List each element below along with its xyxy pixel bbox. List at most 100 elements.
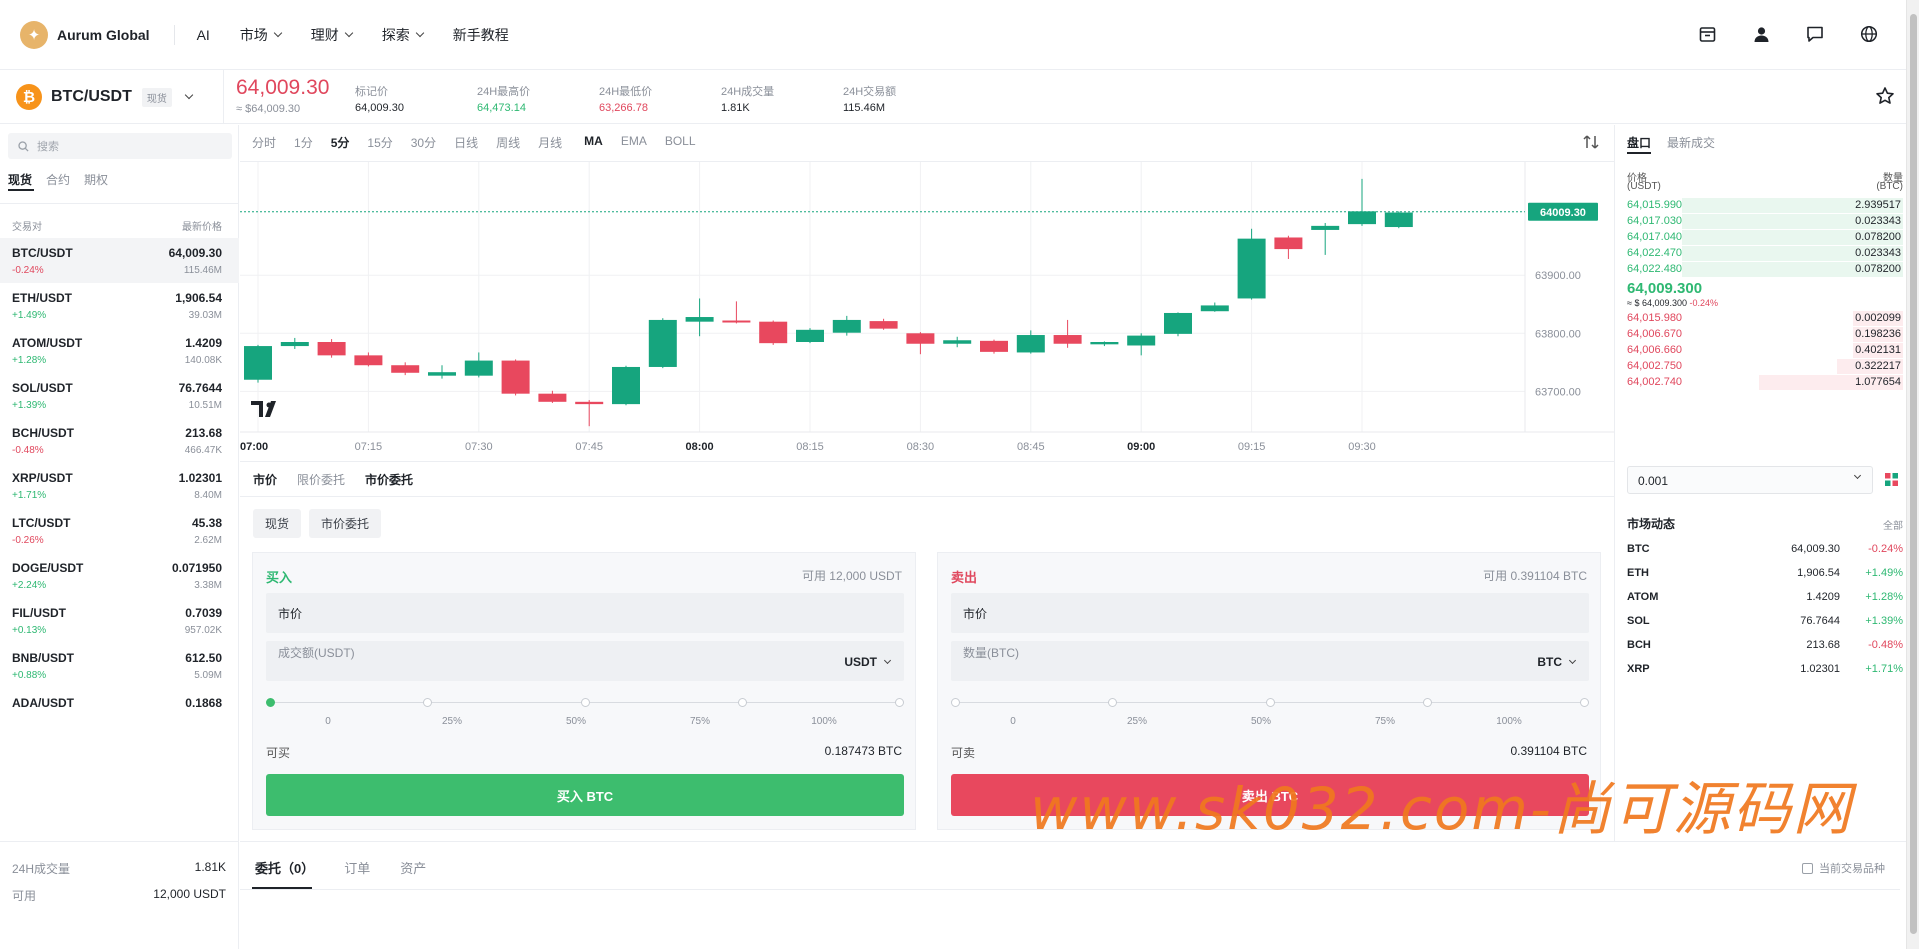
sell-amount-input[interactable]: 数量(BTC) BTC	[951, 641, 1589, 681]
interval-tab[interactable]: 日线	[454, 136, 479, 150]
market-feed-item[interactable]: SOL 76.7644 +1.39%	[1627, 615, 1903, 633]
buy-percent-slider[interactable]	[266, 697, 904, 707]
list-item[interactable]: BTC/USDT 64,009.30 -0.24% 115.46M	[0, 238, 239, 283]
list-item[interactable]: SOL/USDT 76.7644 +1.39% 10.51M	[0, 373, 239, 418]
orderbook-tab[interactable]: 最新成交	[1667, 136, 1716, 150]
buy-order-type-field[interactable]: 市价	[266, 593, 904, 633]
interval-tab[interactable]: 30分	[410, 136, 437, 150]
orderbook-row[interactable]: 64,015.980 0.002099	[1627, 311, 1903, 327]
page-scrollbar[interactable]	[1906, 0, 1919, 949]
market-change: +0.88%	[12, 670, 47, 681]
list-item[interactable]: ETH/USDT 1,906.54 +1.49% 39.03M	[0, 283, 239, 328]
interval-tab[interactable]: 1分	[294, 136, 313, 150]
sort-arrows-icon[interactable]	[1582, 133, 1600, 154]
market-feed-all-link[interactable]: 全部	[1883, 521, 1903, 532]
sell-percent-slider[interactable]	[951, 697, 1589, 707]
sell-order-type-field[interactable]: 市价	[951, 593, 1589, 633]
list-header: 交易对 最新价格	[0, 203, 239, 233]
orders-tab[interactable]: 资产	[400, 861, 427, 876]
orderbook-row[interactable]: 64,022.480 0.078200	[1627, 262, 1903, 278]
interval-tab[interactable]: 周线	[496, 136, 521, 150]
slider-stop[interactable]	[1265, 698, 1275, 707]
slider-stop[interactable]	[1580, 698, 1589, 707]
orderbook-row[interactable]: 64,006.670 0.198236	[1627, 327, 1903, 343]
list-item[interactable]: XRP/USDT 1.02301 +1.71% 8.40M	[0, 463, 239, 508]
slider-stop[interactable]	[423, 698, 433, 707]
market-feed-item[interactable]: ETH 1,906.54 +1.49%	[1627, 567, 1903, 585]
nav-item-2[interactable]: 理财	[311, 25, 354, 45]
interval-tab[interactable]: 分时	[252, 136, 277, 150]
indicator-tab[interactable]: EMA	[620, 134, 647, 148]
search-input[interactable]: 搜索	[8, 133, 232, 159]
globe-icon[interactable]	[1857, 22, 1881, 46]
list-item[interactable]: BCH/USDT 213.68 -0.48% 466.47K	[0, 418, 239, 463]
slider-stop[interactable]	[266, 698, 275, 707]
orderbook-row[interactable]: 64,017.040 0.078200	[1627, 230, 1903, 246]
market-feed-item[interactable]: XRP 1.02301 +1.71%	[1627, 663, 1903, 681]
orderbook-row[interactable]: 64,022.470 0.023343	[1627, 246, 1903, 262]
interval-tab[interactable]: 15分	[367, 136, 393, 150]
market-feed-item[interactable]: BTC 64,009.30 -0.24%	[1627, 543, 1903, 561]
user-icon[interactable]	[1749, 22, 1773, 46]
list-item[interactable]: LTC/USDT 45.38 -0.26% 2.62M	[0, 508, 239, 553]
interval-tab[interactable]: 5分	[330, 136, 350, 150]
market-feed-item[interactable]: BCH 213.68 -0.48%	[1627, 639, 1903, 657]
market-symbol: ADA/USDT	[12, 696, 74, 710]
sell-button[interactable]: 卖出 BTC	[951, 774, 1589, 816]
nav-item-1[interactable]: 市场	[240, 25, 283, 45]
wallet-icon[interactable]	[1695, 22, 1719, 46]
message-icon[interactable]	[1803, 22, 1827, 46]
candlestick-chart[interactable]: 63700.00 63800.00 63900.00 07:00 07:15 07:30 0…	[240, 161, 1614, 461]
order-type-tab[interactable]: 限价委托	[297, 472, 346, 487]
ticker-bar: ₿ BTC/USDT 现货 64,009.30 ≈ $64,009.30 标记价…	[0, 70, 1919, 124]
market-tab[interactable]: 期权	[84, 173, 109, 187]
buy-currency-select[interactable]: USDT	[844, 655, 892, 669]
order-type-tab[interactable]: 市价	[253, 472, 278, 487]
list-item[interactable]: DOGE/USDT 0.071950 +2.24% 3.38M	[0, 553, 239, 598]
market-feed-item[interactable]: ATOM 1.4209 +1.28%	[1627, 591, 1903, 609]
orderbook-tab[interactable]: 盘口	[1627, 136, 1652, 150]
precision-select[interactable]: 0.001	[1627, 466, 1873, 494]
list-item[interactable]: ADA/USDT 0.1868	[0, 688, 239, 733]
scrollbar-thumb[interactable]	[1910, 14, 1917, 934]
sell-currency-select[interactable]: BTC	[1537, 655, 1577, 669]
slider-stop[interactable]	[895, 698, 904, 707]
list-item[interactable]: ATOM/USDT 1.4209 +1.28% 140.08K	[0, 328, 239, 373]
orderbook-row[interactable]: 64,006.660 0.402131	[1627, 343, 1903, 359]
buy-amount-input[interactable]: 成交额(USDT) USDT	[266, 641, 904, 681]
market-tab[interactable]: 合约	[46, 173, 71, 187]
list-item[interactable]: FIL/USDT 0.7039 +0.13% 957.02K	[0, 598, 239, 643]
orders-tab[interactable]: 委托（0）	[255, 861, 315, 876]
pair-selector[interactable]: ₿ BTC/USDT 现货	[16, 84, 194, 110]
buy-button[interactable]: 买入 BTC	[266, 774, 904, 816]
indicator-tab[interactable]: BOLL	[664, 134, 696, 148]
orderbook-row[interactable]: 64,002.750 0.322217	[1627, 359, 1903, 375]
slider-label: 75%	[1374, 716, 1396, 727]
current-pair-checkbox[interactable]: 当前交易品种	[1802, 860, 1885, 876]
interval-tab[interactable]: 月线	[538, 136, 563, 150]
order-sub-tab[interactable]: 市价委托	[309, 509, 382, 538]
favorite-star-icon[interactable]	[1875, 86, 1895, 109]
indicator-tab[interactable]: MA	[584, 134, 603, 148]
list-item[interactable]: BNB/USDT 612.50 +0.88% 5.09M	[0, 643, 239, 688]
candle-body	[1384, 212, 1413, 228]
order-type-tab[interactable]: 市价委托	[365, 472, 414, 487]
buy-currency-label: USDT	[844, 655, 877, 669]
nav-item-4[interactable]: 新手教程	[453, 25, 509, 45]
slider-stop[interactable]	[737, 698, 747, 707]
orderbook-row[interactable]: 64,002.740 1.077654	[1627, 375, 1903, 391]
nav-item-0[interactable]: AI	[197, 27, 210, 43]
layout-grid-icon[interactable]	[1885, 473, 1898, 489]
market-tab[interactable]: 现货	[8, 173, 33, 187]
order-sub-tab[interactable]: 现货	[253, 509, 302, 538]
slider-stop[interactable]	[580, 698, 590, 707]
orderbook-row[interactable]: 64,015.990 2.939517	[1627, 198, 1903, 214]
chevron-down-icon	[273, 28, 283, 37]
slider-stop[interactable]	[1108, 698, 1118, 707]
brand-logo[interactable]: ✦ Aurum Global	[20, 20, 175, 49]
orders-tab[interactable]: 订单	[344, 861, 371, 876]
slider-stop[interactable]	[1422, 698, 1432, 707]
nav-item-3[interactable]: 探索	[382, 25, 425, 45]
slider-stop[interactable]	[951, 698, 960, 707]
orderbook-row[interactable]: 64,017.030 0.023343	[1627, 214, 1903, 230]
